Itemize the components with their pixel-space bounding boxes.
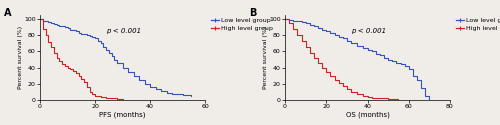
X-axis label: OS (months): OS (months): [346, 112, 390, 118]
Y-axis label: Percent survival (%): Percent survival (%): [263, 26, 268, 89]
Text: p < 0.001: p < 0.001: [351, 28, 386, 34]
X-axis label: PFS (months): PFS (months): [100, 112, 146, 118]
Y-axis label: Percent survival (%): Percent survival (%): [18, 26, 23, 89]
Legend: Low level group, High level group: Low level group, High level group: [212, 18, 272, 31]
Text: A: A: [4, 8, 11, 18]
Text: p < 0.001: p < 0.001: [106, 28, 141, 34]
Text: B: B: [248, 8, 256, 18]
Legend: Low level group, High level group: Low level group, High level group: [456, 18, 500, 31]
